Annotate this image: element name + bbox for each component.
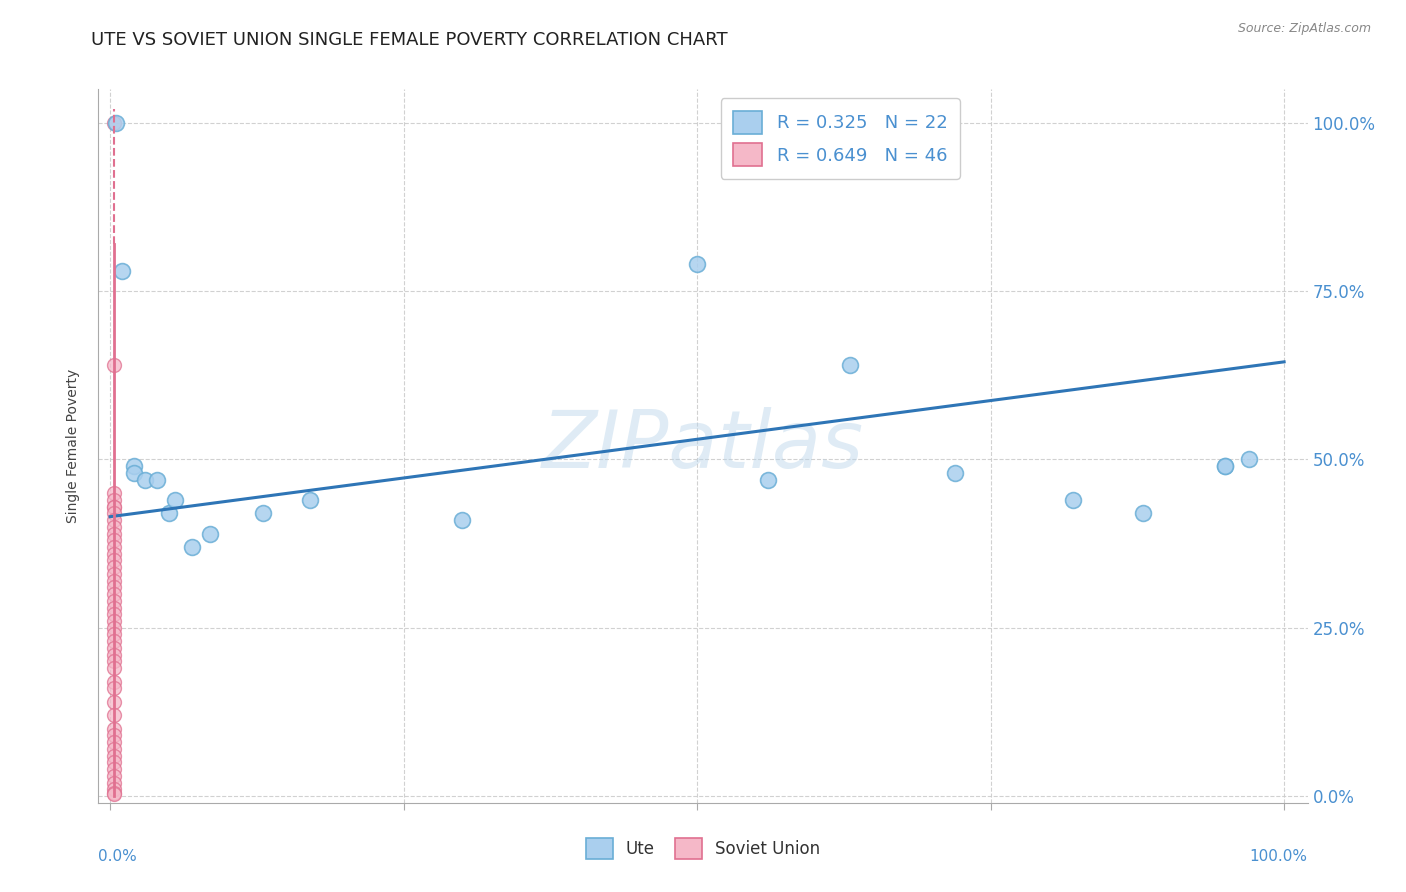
Point xyxy=(103,769,125,783)
Point xyxy=(103,786,125,800)
Point xyxy=(103,533,125,548)
Text: UTE VS SOVIET UNION SINGLE FEMALE POVERTY CORRELATION CHART: UTE VS SOVIET UNION SINGLE FEMALE POVERT… xyxy=(91,31,728,49)
Point xyxy=(163,492,186,507)
Point xyxy=(756,473,779,487)
Point xyxy=(103,787,125,801)
Point xyxy=(686,257,709,271)
Point xyxy=(103,506,125,520)
Point xyxy=(103,553,125,567)
Point xyxy=(103,640,125,655)
Point xyxy=(103,594,125,608)
Point xyxy=(103,500,125,514)
Point xyxy=(298,492,321,507)
Point xyxy=(103,729,125,743)
Point xyxy=(103,695,125,709)
Point xyxy=(103,486,125,500)
Point xyxy=(1215,459,1237,474)
Point xyxy=(103,735,125,749)
Point xyxy=(103,782,125,797)
Text: 0.0%: 0.0% xyxy=(98,849,138,864)
Point xyxy=(103,500,125,514)
Point xyxy=(103,566,125,581)
Point xyxy=(157,506,180,520)
Point xyxy=(1132,506,1154,520)
Point xyxy=(1215,459,1237,474)
Point xyxy=(103,742,125,756)
Point xyxy=(103,627,125,641)
Legend: Ute, Soviet Union: Ute, Soviet Union xyxy=(579,831,827,866)
Point xyxy=(103,775,125,789)
Point xyxy=(103,655,125,669)
Point xyxy=(122,466,145,480)
Point xyxy=(451,513,474,527)
Point xyxy=(103,560,125,574)
Point xyxy=(103,116,125,130)
Point xyxy=(103,492,125,507)
Point xyxy=(103,634,125,648)
Point xyxy=(103,520,125,534)
Text: 100.0%: 100.0% xyxy=(1250,849,1308,864)
Point xyxy=(103,513,125,527)
Point xyxy=(198,526,221,541)
Point xyxy=(103,600,125,615)
Point xyxy=(103,587,125,601)
Point xyxy=(103,580,125,594)
Point xyxy=(103,762,125,776)
Text: ZIPatlas: ZIPatlas xyxy=(541,407,865,485)
Point xyxy=(252,506,274,520)
Point xyxy=(103,621,125,635)
Point xyxy=(103,748,125,763)
Point xyxy=(103,540,125,554)
Y-axis label: Single Female Poverty: Single Female Poverty xyxy=(66,369,80,523)
Point xyxy=(945,466,967,480)
Point xyxy=(838,358,860,372)
Point xyxy=(103,648,125,662)
Point xyxy=(103,708,125,723)
Point xyxy=(105,116,128,130)
Point xyxy=(103,358,125,372)
Point xyxy=(122,459,145,474)
Point xyxy=(103,607,125,622)
Point xyxy=(103,547,125,561)
Point xyxy=(111,264,134,278)
Point xyxy=(103,661,125,675)
Point xyxy=(103,756,125,770)
Point xyxy=(103,614,125,628)
Point xyxy=(103,526,125,541)
Point xyxy=(181,540,204,554)
Point xyxy=(103,674,125,689)
Point xyxy=(1062,492,1084,507)
Point xyxy=(103,574,125,588)
Point xyxy=(134,473,156,487)
Point xyxy=(103,722,125,736)
Point xyxy=(1237,452,1260,467)
Text: Source: ZipAtlas.com: Source: ZipAtlas.com xyxy=(1237,22,1371,36)
Point xyxy=(103,681,125,696)
Point xyxy=(146,473,169,487)
